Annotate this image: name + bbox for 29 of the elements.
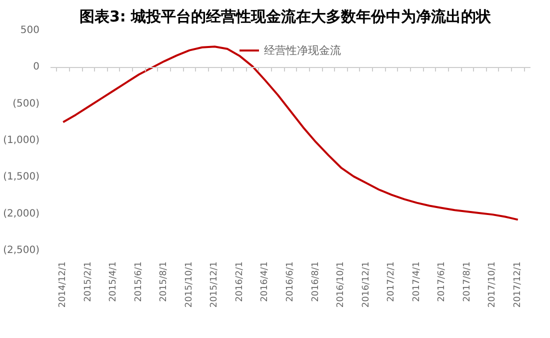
y-tick-label: 0 xyxy=(33,62,40,73)
x-tick-label: 2016/2/1 xyxy=(234,262,245,302)
line-series xyxy=(62,46,519,221)
x-tick-label: 2016/8/1 xyxy=(310,262,321,302)
x-tick-label: 2016/6/1 xyxy=(286,262,296,302)
x-tick-label: 2016/12/1 xyxy=(361,261,372,308)
x-tick-label: 2015/2/1 xyxy=(83,262,94,302)
x-tick-label: 2016/10/1 xyxy=(336,261,346,308)
x-tick-label: 2015/6/1 xyxy=(134,262,144,302)
y-tick-label: (1,500) xyxy=(3,172,40,183)
y-tick-label: 500 xyxy=(20,25,40,36)
x-tick-label: 2014/12/1 xyxy=(58,261,68,308)
x-tick-label: 2017/6/1 xyxy=(437,262,448,302)
x-tick-label: 2017/10/1 xyxy=(488,261,498,308)
y-tick-label: (2,000) xyxy=(3,208,40,220)
y-tick-label: (500) xyxy=(12,98,40,110)
x-tick-label: 2017/12/1 xyxy=(512,261,523,308)
chart-title: 图表3: 城投平台的经营性现金流在大多数年份中为净流出的状 xyxy=(79,8,492,26)
x-tick-label: 2017/8/1 xyxy=(462,262,472,302)
x-tick-label: 2015/10/1 xyxy=(184,261,194,308)
x-tick-label: 2016/4/1 xyxy=(260,262,270,302)
y-tick-label: (1,000) xyxy=(3,135,40,146)
x-tick-label: 2015/8/1 xyxy=(159,262,170,302)
x-tick-label: 2017/4/1 xyxy=(412,262,422,302)
y-tick-label: (2,500) xyxy=(3,245,40,256)
legend-label: 经营性净现金流 xyxy=(264,42,341,58)
x-tick-label: 2015/12/1 xyxy=(210,261,220,308)
x-tick-label: 2015/4/1 xyxy=(108,262,119,302)
x-tick-label: 2017/2/1 xyxy=(386,262,397,302)
